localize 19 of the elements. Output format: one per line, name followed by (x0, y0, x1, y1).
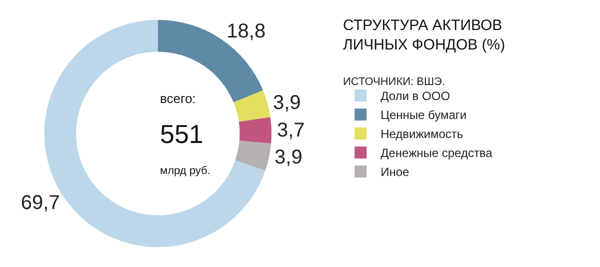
legend-label: Ценные бумаги (380, 108, 467, 122)
data-label: 18,8 (226, 20, 266, 43)
text: 551 (160, 119, 204, 149)
text: ИСТОЧНИКИ: ВШЭ. (343, 76, 446, 88)
legend-label: Доли в ООО (380, 89, 450, 104)
legend-label: Денежные средства (380, 146, 493, 160)
text: всего: (160, 91, 196, 106)
donut-slice (235, 140, 272, 171)
data-label: 3,9 (272, 92, 301, 114)
data-label: 69,7 (20, 192, 60, 214)
text: млрд руб. (160, 165, 210, 177)
donut-slice (238, 117, 272, 144)
data-label: 3,7 (276, 119, 305, 142)
legend-label: Иное (380, 165, 410, 180)
donut-slice (158, 20, 264, 102)
text: СТРУКТУРА АКТИВОВ ЛИЧНЫХ ФОНДОВ (%) (343, 17, 506, 54)
data-label: 3,9 (274, 146, 302, 169)
donut-slice (234, 90, 270, 122)
legend-label: Недвижимость (380, 127, 464, 142)
